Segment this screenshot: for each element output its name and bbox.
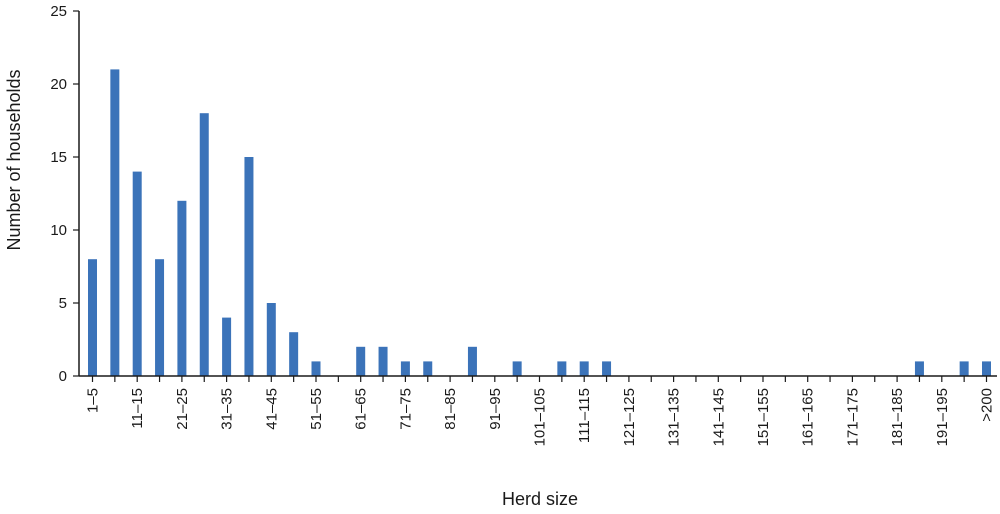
x-tick-label-161–165: 161–165 [800,388,817,446]
bar-21–25 [177,200,187,376]
bar-16–20 [155,259,165,376]
bar-186–190 [914,361,924,376]
bar-36–40 [244,157,254,376]
x-tick-label-31–35: 31–35 [219,388,236,430]
bar-71–75 [400,361,410,376]
x-tick-label-91–95: 91–95 [487,388,504,430]
x-tick-label->200: >200 [979,388,996,422]
y-tick-label-0: 0 [59,368,67,385]
bar-76–80 [423,361,433,376]
bar-111–115 [579,361,589,376]
bar-26–30 [199,113,209,376]
y-tick-label-25: 25 [50,3,67,20]
x-tick-label-51–55: 51–55 [308,388,325,430]
bar-1–5 [88,259,97,376]
bar-61–65 [356,346,366,376]
x-tick-label-41–45: 41–45 [263,388,280,430]
bar-46–50 [289,332,299,376]
x-axis-title: Herd size [502,489,578,509]
bar-86–90 [467,346,477,376]
y-tick-label-15: 15 [50,149,67,166]
x-tick-label-141–145: 141–145 [710,388,727,446]
bar-116–120 [602,361,612,376]
bar-196–200 [959,361,969,376]
bar-31–35 [222,317,232,376]
x-tick-label-181–185: 181–185 [889,388,906,446]
x-tick-label-1–5: 1–5 [85,388,102,413]
bar-41–45 [266,303,276,376]
bar-51–55 [311,361,321,376]
x-tick-label-81–85: 81–85 [442,388,459,430]
y-tick-label-10: 10 [50,222,67,239]
x-tick-label-111–115: 111–115 [576,388,593,443]
bar-106–110 [557,361,567,376]
axes-group: 0 5 10 15 20 25 1–5 11–15 21–25 31–35 41–45 51–55 61… [50,3,997,446]
x-tick-label-121–125: 121–125 [621,388,638,446]
y-axis-title: Number of households [4,69,24,250]
bar-66–70 [378,346,388,376]
bar-96–100 [512,361,522,376]
bar-6–10 [110,69,120,377]
bar-11–15 [132,171,142,376]
x-tick-label-101–105: 101–105 [532,388,549,446]
x-tick-label-61–65: 61–65 [353,388,370,430]
x-tick-label-151–155: 151–155 [755,388,772,446]
y-tick-label-5: 5 [59,295,67,312]
x-tick-label-11–15: 11–15 [129,388,146,429]
x-tick-label-131–135: 131–135 [666,388,683,446]
y-tick-label-20: 20 [50,76,67,93]
bar->200 [982,361,991,376]
x-tick-label-71–75: 71–75 [397,388,414,430]
x-tick-label-21–25: 21–25 [174,388,191,430]
x-tick-label-191–195: 191–195 [934,388,951,446]
x-tick-label-171–175: 171–175 [844,388,861,446]
bars-group [88,69,991,377]
